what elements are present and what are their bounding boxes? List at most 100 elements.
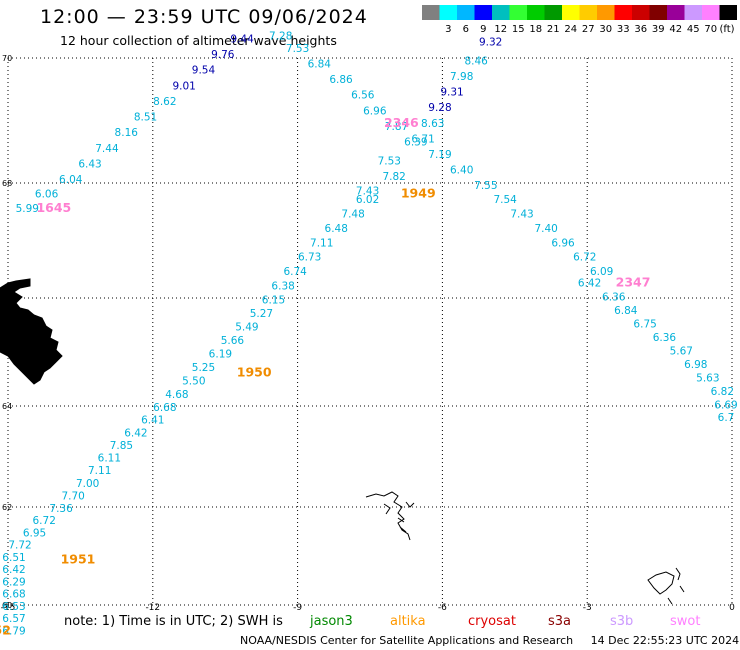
- wave-height-value: 6.73: [298, 252, 321, 264]
- lat-lon-grid: [7, 57, 733, 606]
- legend-swatch: [667, 5, 685, 20]
- legend-tick-label: 27: [582, 24, 595, 35]
- wave-height-value: 6.79: [2, 625, 25, 637]
- legend-swatch: [544, 5, 562, 20]
- legend-tick-label: 15: [512, 24, 525, 35]
- legend-tick-label: 6: [463, 24, 469, 35]
- pass-time-label: 1645: [36, 200, 71, 215]
- legend-tick-label: 45: [687, 24, 700, 35]
- legend-tick-label: 70: [704, 24, 717, 35]
- wave-height-value: 9.44: [230, 33, 254, 45]
- legend-swatch: [649, 5, 667, 20]
- wave-height-value: 7.00: [76, 478, 99, 490]
- legend-swatch: [597, 5, 615, 20]
- wave-height-value: 8.63: [421, 118, 444, 130]
- lon-tick-label: -12: [145, 603, 160, 613]
- wave-height-value: 7.55: [474, 180, 497, 192]
- wave-height-value: 5.25: [192, 362, 215, 374]
- pass-time-label: 1951: [61, 551, 96, 566]
- wave-height-value: 7.19: [428, 149, 451, 161]
- wave-height-value: 8.16: [115, 127, 139, 139]
- wave-height-value: 6.11: [98, 453, 121, 465]
- wave-height-value: 7.11: [88, 465, 111, 477]
- wave-height-value: 6.38: [271, 280, 294, 292]
- legend-unit: (ft): [719, 24, 734, 35]
- satellite-name: altika: [390, 614, 426, 629]
- legend-swatch: [457, 5, 475, 20]
- color-legend: 3 6 9 12 15 18 21 24 27 30 33 36 39 42 45 70 (ft): [422, 5, 737, 35]
- wave-height-value: 6.19: [209, 348, 232, 360]
- wave-height-value: 6.36: [602, 292, 626, 304]
- legend-swatch: [702, 5, 720, 20]
- lon-tick-label: -6: [438, 603, 447, 613]
- wave-height-value: 6.69: [714, 400, 737, 412]
- legend-swatch: [492, 5, 510, 20]
- wave-height-value: 7.54: [493, 194, 517, 206]
- wave-height-value: 7.43: [510, 209, 533, 221]
- wave-height-value: 9.01: [172, 80, 195, 92]
- wave-height-value: 7.53: [378, 155, 401, 167]
- wave-height-value: 5.99: [16, 203, 39, 215]
- wave-height-value: 6.02: [356, 194, 379, 206]
- wave-height-value: 6.42: [2, 564, 25, 576]
- wave-height-value: 6.75: [633, 319, 656, 331]
- wave-height-value: 7.40: [534, 223, 557, 235]
- wave-height-value: 7.87: [385, 121, 408, 133]
- wave-height-value: 6.40: [450, 165, 473, 177]
- lon-tick-label: 0: [729, 603, 735, 613]
- wave-height-value: 5.67: [670, 346, 693, 358]
- legend-swatch: [719, 5, 737, 20]
- lat-tick-label: 60: [2, 601, 12, 610]
- wave-height-value: 7.85: [110, 440, 133, 452]
- wave-height-value: 6.71: [411, 133, 434, 145]
- wave-height-value: 6.84: [614, 305, 638, 317]
- note-text: note: 1) Time is in UTC; 2) SWH is: [64, 614, 283, 629]
- wave-height-value: 8.46: [464, 55, 488, 67]
- wave-height-value: 6.29: [2, 576, 25, 588]
- wave-height-value: 6.95: [23, 527, 46, 539]
- legend-swatch: [684, 5, 702, 20]
- satellite-name: s3b: [610, 614, 633, 629]
- legend-tick-label: 33: [617, 24, 630, 35]
- wave-height-value: 6.82: [711, 386, 734, 398]
- wave-height-value: 6.72: [573, 252, 596, 264]
- wave-height-value: 6.15: [262, 294, 285, 306]
- lat-tick-label: 68: [2, 179, 12, 188]
- wave-height-points: 5.99 6.066.04 6.43 7.44 8.16 8.51 8.62 9.01 9.54…: [0, 30, 738, 637]
- wave-height-value: 7.44: [95, 143, 119, 155]
- legend-tick-label: 36: [634, 24, 647, 35]
- wave-height-value: 7.36: [49, 503, 73, 515]
- wave-height-value: 7.70: [61, 490, 84, 502]
- wave-height-value: 6.53: [2, 601, 25, 613]
- wave-height-value: 7.53: [286, 43, 309, 55]
- credit-line: NOAA/NESDIS Center for Satellite Applica…: [240, 634, 740, 647]
- lat-tick-label: 70: [2, 54, 12, 63]
- legend-tick-label: 12: [494, 24, 507, 35]
- pass-time-label: 2347: [616, 275, 651, 290]
- satellite-name: swot: [670, 614, 700, 629]
- wave-height-value: 7.11: [310, 237, 333, 249]
- land-masses: [0, 278, 685, 605]
- wave-height-value: 8.62: [153, 96, 176, 108]
- wave-height-value: 7.43: [356, 186, 379, 198]
- legend-tick-label: 18: [529, 24, 542, 35]
- legend-tick-label: 30: [599, 24, 612, 35]
- wave-height-value: 5.27: [250, 308, 273, 320]
- wave-height-value: 4.68: [165, 389, 188, 401]
- wave-height-value: 8.51: [134, 112, 157, 124]
- legend-swatch: [474, 5, 492, 20]
- legend-swatch: [422, 5, 440, 20]
- wave-height-value: 6.06: [35, 188, 59, 200]
- wave-height-value: 6.42: [124, 427, 147, 439]
- iceland-coast: [0, 278, 63, 385]
- satellite-name: jason3: [309, 614, 353, 629]
- lon-tick-label: -15: [1, 603, 16, 613]
- wave-height-value: 6.68: [153, 402, 176, 414]
- wave-height-value: 6.56: [351, 90, 375, 102]
- lat-tick-label: 66: [2, 294, 12, 303]
- wave-height-value: 9.76: [211, 49, 235, 61]
- wave-height-value: 6.48: [325, 223, 348, 235]
- wave-height-value: 6.09: [590, 266, 613, 278]
- pass-time-label: 1950: [237, 364, 272, 379]
